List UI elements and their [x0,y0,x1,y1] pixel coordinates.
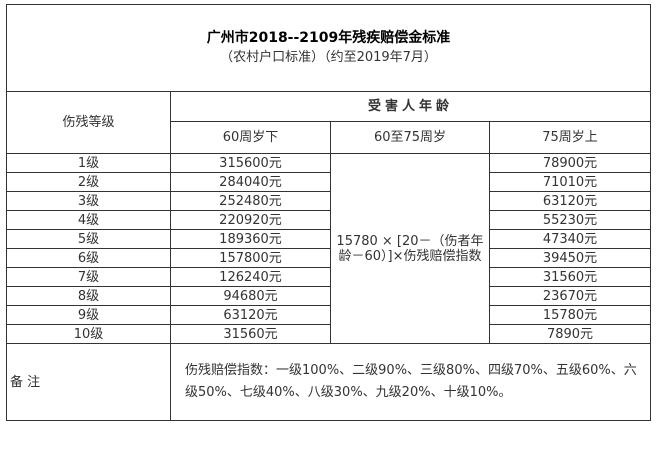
under-60-amount-cell: 157800元 [170,248,331,268]
table-row: 8级 94680元 23670元 [6,286,651,306]
over-75-amount-cell: 47340元 [489,229,651,249]
under-60-amount-cell: 63120元 [170,305,331,325]
60-to-75-header: 60至75周岁 [330,121,490,154]
grade-cell: 3级 [6,191,171,211]
table-row: 5级 189360元 47340元 [6,229,651,249]
under-60-amount-cell: 94680元 [170,286,331,306]
table-row: 9级 63120元 15780元 [6,305,651,325]
grade-cell: 8级 [6,286,171,306]
grade-cell: 10级 [6,324,171,344]
under-60-header: 60周岁下 [170,121,331,154]
table-title-cell: 广州市2018--2109年残疾赔偿金标准 （农村户口标准）（约至2019年7月… [6,4,651,92]
compensation-table: 广州市2018--2109年残疾赔偿金标准 （农村户口标准）（约至2019年7月… [6,4,651,421]
under-60-amount-cell: 252480元 [170,191,331,211]
grade-cell: 5级 [6,229,171,249]
table-row: 2级 284040元 71010元 [6,172,651,192]
under-60-amount-cell: 284040元 [170,172,331,192]
over-75-amount-cell: 39450元 [489,248,651,268]
age-group-header: 受害人年龄 [170,91,651,122]
remark-label: 备 注 [6,343,171,421]
over-75-header: 75周岁上 [489,121,651,154]
under-60-amount-cell: 31560元 [170,324,331,344]
grade-cell: 7级 [6,267,171,287]
table-row: 1级 315600元 15780 × [20－（伤者年龄－60）]×伤残赔偿指数 78… [6,153,651,344]
table-subtitle: （农村户口标准）（约至2019年7月） [220,50,437,65]
table-row: 3级 252480元 63120元 [6,191,651,211]
under-60-amount-cell: 126240元 [170,267,331,287]
over-75-amount-cell: 31560元 [489,267,651,287]
grade-cell: 1级 [6,153,171,173]
over-75-amount-cell: 7890元 [489,324,651,344]
remark-text: 伤残赔偿指数：一级100%、二级90%、三级80%、四级70%、五级60%、六级… [170,343,651,421]
formula-60-to-75-cell: 15780 × [20－（伤者年龄－60）]×伤残赔偿指数 [330,153,490,344]
grade-cell: 6级 [6,248,171,268]
under-60-amount-cell: 189360元 [170,229,331,249]
over-75-amount-cell: 78900元 [489,153,651,173]
table-title: 广州市2018--2109年残疾赔偿金标准 [206,30,451,46]
table-row: 4级 220920元 55230元 [6,210,651,230]
over-75-amount-cell: 63120元 [489,191,651,211]
compensation-standard-document: 广州市2018--2109年残疾赔偿金标准 （农村户口标准）（约至2019年7月… [6,4,651,469]
table-row: 7级 126240元 31560元 [6,267,651,287]
over-75-amount-cell: 15780元 [489,305,651,325]
grade-cell: 4级 [6,210,171,230]
grade-cell: 2级 [6,172,171,192]
under-60-amount-cell: 315600元 [170,153,331,173]
grade-header: 伤残等级 [6,91,171,154]
table-row: 6级 157800元 39450元 [6,248,651,268]
grade-cell: 9级 [6,305,171,325]
under-60-amount-cell: 220920元 [170,210,331,230]
over-75-amount-cell: 55230元 [489,210,651,230]
over-75-amount-cell: 71010元 [489,172,651,192]
over-75-amount-cell: 23670元 [489,286,651,306]
table-row: 10级 31560元 7890元 [6,324,651,344]
